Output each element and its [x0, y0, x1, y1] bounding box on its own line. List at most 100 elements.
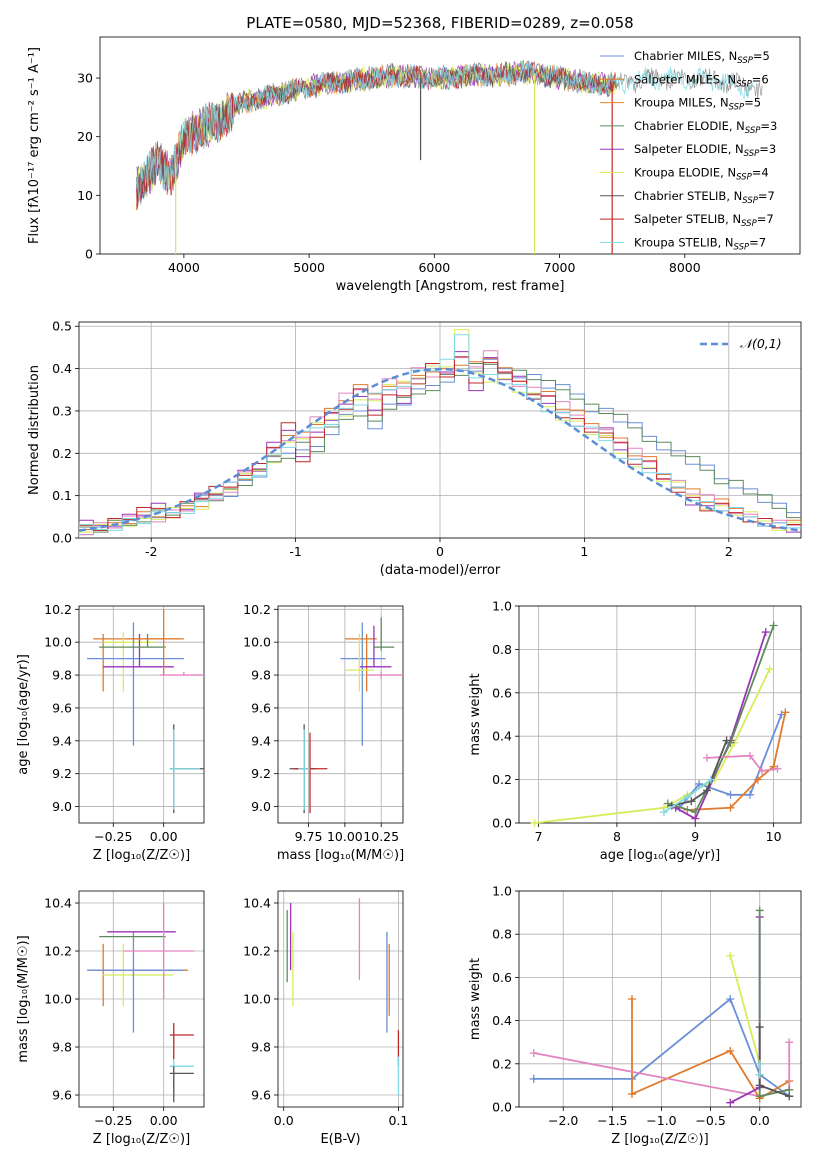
mass-weight-marker: [755, 1092, 764, 1101]
errorbar-point: [340, 622, 386, 746]
spectrum-line: [135, 61, 754, 202]
mass-weight-marker: [726, 790, 735, 799]
mass-weight-marker: [722, 736, 731, 745]
y-tick-label: 0.0: [52, 531, 72, 546]
legend-label: Kroupa ELODIE, NSSP=4: [634, 166, 769, 183]
y-tick-label: 9.2: [251, 766, 271, 781]
y-tick-label: 10.0: [44, 635, 72, 650]
axes-frame: [518, 605, 802, 824]
y-tick-label: 10.4: [44, 896, 72, 911]
errorbar-point: [87, 622, 184, 746]
x-tick-label: 0.0: [750, 1113, 770, 1128]
x-tick-label: 7: [535, 829, 543, 844]
x-tick-label: −2.0: [548, 1113, 578, 1128]
y-tick-label: 9.4: [52, 733, 72, 748]
errorbar-point: [169, 1023, 194, 1059]
normal-curve: [78, 367, 802, 532]
mass-weight-marker: [761, 628, 770, 637]
x-axis-label: age [log₁₀(age/yr)]: [600, 848, 721, 863]
x-tick-label: 10: [766, 829, 782, 844]
mass-weight-marker: [746, 790, 755, 799]
mass-weight-line: [706, 754, 778, 772]
age-mass-axes: 9.75 10.00 10.25 9.0 9.2 9.4 9.6 9.8 10.0 10.2 mas…: [243, 602, 404, 863]
mass-weight-marker: [683, 792, 692, 801]
errorbar-point: [159, 671, 204, 676]
y-tick-label: 10.4: [243, 896, 271, 911]
mw-Z-axes: −2.0 −1.5 −1.0 −0.5 0.0 0.0 0.2 0.4 0.6 0.8 1.0 Z […: [468, 884, 802, 1147]
x-tick-label: 0.1: [388, 1113, 408, 1128]
legend-label: Salpeter ELODIE, NSSP=3: [634, 142, 776, 159]
y-tick-label: 0.2: [492, 1056, 512, 1071]
y-tick-label: 20: [77, 129, 93, 144]
y-tick-label: 10: [77, 188, 93, 203]
residuals-axes: -2 -1 0 1 2 0.0 0.1 0.2 0.3 0.4 0.5 (data-model)/er…: [27, 319, 802, 578]
y-tick-label: 9.8: [251, 1040, 271, 1055]
y-tick-label: 0.6: [492, 970, 512, 985]
y-tick-label: 9.0: [52, 799, 72, 814]
mass-weight-line: [667, 625, 775, 814]
errorbar-point: [344, 633, 377, 692]
mass-weight-marker: [755, 1081, 764, 1090]
mass-weight-marker: [530, 819, 539, 827]
mass-weight-marker: [773, 764, 782, 773]
mass-weight-marker: [703, 753, 711, 762]
x-tick-label: 2: [725, 544, 733, 559]
y-tick-label: 0.0: [492, 816, 512, 831]
errorbar-point: [373, 617, 395, 651]
y-tick-label: 9.8: [52, 1040, 72, 1055]
x-axis-label: Z [log₁₀(Z/Z☉)]: [93, 1132, 190, 1147]
x-axis-label: E(B-V): [320, 1132, 360, 1147]
y-tick-label: 9.8: [251, 668, 271, 683]
y-tick-label: 9.4: [251, 733, 271, 748]
errorbar-point: [298, 729, 310, 810]
mass-weight-marker: [706, 775, 715, 784]
legend-label: Chabrier STELIB, NSSP=7: [634, 189, 775, 206]
mass-weight-marker: [755, 1070, 764, 1079]
mass-weight-line: [671, 740, 728, 807]
x-tick-label: −0.5: [695, 1113, 725, 1128]
errorbar-point: [87, 931, 184, 1033]
legend-label: 𝒩(0,1): [740, 336, 782, 351]
mass-weight-marker: [781, 708, 790, 717]
axes-frame: [277, 605, 404, 824]
y-tick-label: 9.6: [52, 1088, 72, 1103]
errorbar-point: [293, 732, 328, 814]
mass-weight-marker: [627, 995, 636, 1003]
mass-weight-marker: [687, 797, 696, 806]
y-tick-label: 10.0: [243, 992, 271, 1007]
y-tick-label: 0: [85, 247, 93, 262]
errorbar-point: [99, 633, 166, 648]
y-tick-label: 0.4: [52, 361, 72, 376]
errorbar-point: [103, 632, 154, 692]
y-tick-label: 0.3: [52, 403, 72, 418]
y-axis-label: age [log₁₀(age/yr)]: [16, 654, 31, 775]
x-tick-label: 0.00: [150, 829, 178, 844]
x-tick-label: −1.0: [646, 1113, 676, 1128]
y-tick-label: 10.2: [44, 944, 72, 959]
y-tick-label: 1.0: [492, 884, 512, 899]
mass-weight-marker: [785, 1038, 794, 1047]
y-tick-label: 9.6: [52, 700, 72, 715]
y-tick-label: 10.2: [243, 602, 271, 617]
legend-label: Salpeter STELIB, NSSP=7: [634, 212, 774, 229]
errorbar-point: [127, 609, 184, 676]
mass-weight-marker: [726, 1046, 735, 1055]
mass-weight-marker: [726, 1098, 735, 1107]
mass-weight-marker: [529, 1049, 538, 1057]
legend-label: Kroupa STELIB, NSSP=7: [634, 235, 766, 252]
mass-weight-line: [758, 910, 790, 1098]
x-tick-label: 8000: [669, 260, 701, 275]
x-tick-label: 5000: [293, 260, 325, 275]
y-tick-label: 0.6: [492, 685, 512, 700]
axes-frame: [78, 605, 205, 824]
mass-weight-marker: [765, 664, 774, 673]
y-tick-label: 30: [77, 71, 93, 86]
y-tick-label: 0.2: [52, 446, 72, 461]
mass-Z-axes: −0.25 0.00 9.6 9.8 10.0 10.2 10.4 Z [log₁₀(Z/Z☉…: [16, 890, 205, 1147]
spectrum-axes: 4000 5000 6000 7000 8000 0 10 20 30 wavelength [A…: [27, 36, 801, 294]
legend-label: Chabrier MILES, NSSP=5: [634, 49, 770, 66]
errorbar-point: [359, 625, 392, 668]
legend-label: Salpeter MILES, NSSP=6: [634, 72, 769, 89]
x-axis-label: Z [log₁₀(Z/Z☉)]: [93, 848, 190, 863]
